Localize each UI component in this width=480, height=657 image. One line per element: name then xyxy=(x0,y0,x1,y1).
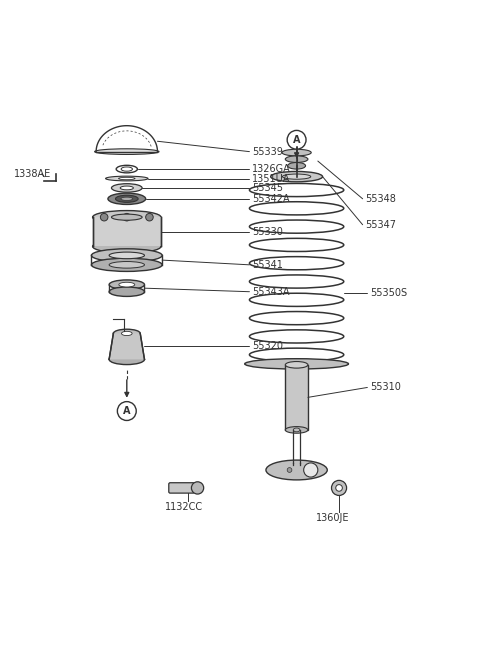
Ellipse shape xyxy=(293,428,300,432)
Text: 1338AE: 1338AE xyxy=(13,169,51,179)
Ellipse shape xyxy=(91,249,162,262)
Circle shape xyxy=(304,463,318,477)
Ellipse shape xyxy=(285,361,308,368)
Ellipse shape xyxy=(266,460,327,480)
Text: 55339: 55339 xyxy=(252,147,283,156)
Ellipse shape xyxy=(121,331,132,336)
Text: 55330: 55330 xyxy=(252,227,283,237)
Ellipse shape xyxy=(111,214,142,220)
Ellipse shape xyxy=(109,252,144,259)
Text: 55343A: 55343A xyxy=(252,286,289,297)
Ellipse shape xyxy=(116,195,138,202)
Ellipse shape xyxy=(285,156,308,162)
Circle shape xyxy=(123,214,131,221)
Ellipse shape xyxy=(282,149,311,156)
Text: 55348: 55348 xyxy=(365,194,396,204)
Ellipse shape xyxy=(109,261,144,268)
Text: 1132CC: 1132CC xyxy=(165,502,203,512)
Ellipse shape xyxy=(282,174,311,179)
Ellipse shape xyxy=(121,197,132,200)
Ellipse shape xyxy=(91,258,162,271)
Text: A: A xyxy=(123,406,131,416)
Circle shape xyxy=(287,468,292,472)
Circle shape xyxy=(145,214,153,221)
Circle shape xyxy=(336,485,342,491)
Ellipse shape xyxy=(119,283,135,287)
Ellipse shape xyxy=(113,329,140,338)
Ellipse shape xyxy=(120,186,133,190)
FancyBboxPatch shape xyxy=(169,483,194,493)
Text: 1326GA: 1326GA xyxy=(252,164,290,174)
Ellipse shape xyxy=(285,426,308,433)
Bar xyxy=(93,217,161,246)
Ellipse shape xyxy=(245,359,348,369)
Circle shape xyxy=(100,214,108,221)
Text: 55320: 55320 xyxy=(252,342,283,351)
Ellipse shape xyxy=(95,148,159,154)
Ellipse shape xyxy=(288,162,306,169)
Text: 55310: 55310 xyxy=(370,382,401,392)
Ellipse shape xyxy=(109,287,144,296)
Text: 55347: 55347 xyxy=(365,219,396,230)
Ellipse shape xyxy=(108,193,145,204)
Text: 55350S: 55350S xyxy=(370,288,407,298)
Circle shape xyxy=(192,482,204,494)
Text: 55341: 55341 xyxy=(252,260,283,270)
Text: 1351UA: 1351UA xyxy=(252,173,290,183)
Text: A: A xyxy=(293,135,300,145)
Ellipse shape xyxy=(109,354,144,365)
Text: 55345: 55345 xyxy=(252,183,283,193)
Ellipse shape xyxy=(109,280,144,289)
Ellipse shape xyxy=(106,176,148,181)
Circle shape xyxy=(332,480,347,495)
Text: 1360JE: 1360JE xyxy=(315,513,349,523)
Bar xyxy=(285,365,308,430)
Ellipse shape xyxy=(93,211,161,224)
Polygon shape xyxy=(109,334,144,359)
Ellipse shape xyxy=(119,177,135,179)
Text: 55342A: 55342A xyxy=(252,194,289,204)
Ellipse shape xyxy=(93,240,161,253)
Ellipse shape xyxy=(271,171,323,182)
Ellipse shape xyxy=(111,184,142,193)
